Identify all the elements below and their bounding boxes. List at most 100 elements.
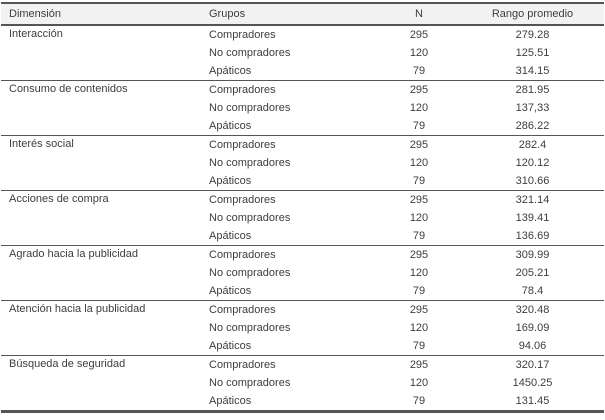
table-row: Apáticos 79 94.06 (1, 337, 604, 356)
n-cell: 79 (412, 285, 426, 297)
grupo-cell: No compradores (209, 267, 291, 279)
n-cell: 295 (377, 135, 461, 154)
n-cell: 120 (409, 322, 429, 334)
table-row: Interés social Compradores 295 282.4 (1, 135, 604, 191)
column-header-dimension: Dimensión (1, 2, 207, 26)
table-row: Interacción Compradores 295 279.28 (1, 24, 604, 81)
grupo-cell: Compradores (207, 245, 377, 264)
n-cell: 79 (412, 175, 426, 187)
n-cell: 295 (377, 80, 461, 99)
n-cell: 295 (377, 190, 461, 209)
table-header: Dimensión Grupos N Rango promedio (1, 2, 604, 26)
n-cell: 79 (412, 65, 426, 77)
table-body: Interacción Compradores 295 279.28 No compra… (1, 24, 604, 412)
table-row: Acciones de compra Compradores 295 321.14 (1, 190, 604, 246)
rango-cell: 125.51 (515, 47, 550, 59)
column-header-grupos: Grupos (207, 2, 377, 26)
table-row: Apáticos 79 310.66 (1, 172, 604, 191)
n-cell: 295 (377, 24, 461, 44)
grupo-cell: Compradores (207, 355, 377, 374)
grupo-cell: Apáticos (209, 230, 252, 242)
n-cell: 120 (409, 212, 429, 224)
dimension-cell: Búsqueda de seguridad (1, 355, 207, 412)
table-row: No compradores 120 1450.25 (1, 374, 604, 392)
table-row: Apáticos 79 78.4 (1, 282, 604, 301)
grupo-cell: Apáticos (209, 340, 252, 352)
rango-cell: 136.69 (515, 230, 550, 242)
grupo-cell: Compradores (207, 300, 377, 319)
grupo-cell: No compradores (209, 157, 291, 169)
n-cell: 79 (412, 340, 426, 352)
n-cell: 120 (409, 267, 429, 279)
rango-cell: 309.99 (461, 245, 604, 264)
grupo-cell: Apáticos (209, 285, 252, 297)
grupo-cell: Compradores (207, 80, 377, 99)
n-cell: 120 (409, 157, 429, 169)
grupo-cell: Apáticos (209, 175, 252, 187)
grupo-cell: Compradores (207, 190, 377, 209)
dimension-cell: Agrado hacia la publicidad (1, 245, 207, 301)
rango-cell: 137,33 (515, 102, 550, 114)
table-row: Agrado hacia la publicidad Compradores 295… (1, 245, 604, 301)
table-row: Búsqueda de seguridad Compradores 295 320.1… (1, 355, 604, 412)
table-row: No compradores 120 205.21 (1, 264, 604, 282)
table-row: No compradores 120 120.12 (1, 154, 604, 172)
grupo-cell: No compradores (209, 377, 291, 389)
dimension-cell: Consumo de contenidos (1, 80, 207, 136)
mean-rank-table: Dimensión Grupos N Rango promedio Intera… (1, 2, 604, 413)
n-cell: 79 (412, 230, 426, 242)
rango-cell: 314.15 (515, 65, 550, 77)
n-cell: 120 (409, 47, 429, 59)
grupo-cell: Compradores (207, 135, 377, 154)
grupo-cell: Apáticos (209, 395, 252, 407)
rango-cell: 282.4 (461, 135, 604, 154)
n-cell: 295 (377, 245, 461, 264)
table-row: No compradores 120 137,33 (1, 99, 604, 117)
rango-cell: 131.45 (515, 395, 550, 407)
rango-cell: 169.09 (515, 322, 550, 334)
table-row: Consumo de contenidos Compradores 295 281.9… (1, 80, 604, 136)
rango-cell: 310.66 (515, 175, 550, 187)
rango-cell: 139.41 (515, 212, 550, 224)
table-row: Apáticos 79 131.45 (1, 392, 604, 412)
grupo-cell: No compradores (209, 212, 291, 224)
rango-cell: 279.28 (461, 24, 604, 44)
grupo-cell: No compradores (209, 47, 291, 59)
table-row: Apáticos 79 136.69 (1, 227, 604, 246)
n-cell: 79 (412, 395, 426, 407)
rango-cell: 321.14 (461, 190, 604, 209)
rango-cell: 286.22 (515, 120, 550, 132)
grupo-cell: No compradores (209, 322, 291, 334)
grupo-cell: Apáticos (209, 120, 252, 132)
rango-cell: 320.17 (461, 355, 604, 374)
rango-cell: 94.06 (518, 340, 547, 352)
grupo-cell: Compradores (207, 24, 377, 44)
table-row: No compradores 120 169.09 (1, 319, 604, 337)
grupo-cell: Apáticos (209, 65, 252, 77)
n-cell: 79 (412, 120, 426, 132)
dimension-cell: Interés social (1, 135, 207, 191)
n-cell: 120 (409, 102, 429, 114)
table-row: No compradores 120 125.51 (1, 44, 604, 62)
rango-cell: 78.4 (521, 285, 544, 297)
table-row: Apáticos 79 286.22 (1, 117, 604, 136)
n-cell: 295 (377, 355, 461, 374)
header-row: Dimensión Grupos N Rango promedio (1, 2, 604, 26)
rango-cell: 205.21 (515, 267, 550, 279)
rango-cell: 281.95 (461, 80, 604, 99)
column-header-n: N (377, 2, 461, 26)
dimension-cell: Acciones de compra (1, 190, 207, 246)
dimension-cell: Interacción (1, 24, 207, 81)
rango-cell: 1450.25 (512, 377, 553, 389)
n-cell: 120 (409, 377, 429, 389)
n-cell: 295 (377, 300, 461, 319)
table-row: Apáticos 79 314.15 (1, 62, 604, 81)
dimension-cell: Atención hacia la publicidad (1, 300, 207, 356)
grupo-cell: No compradores (209, 102, 291, 114)
rango-cell: 120.12 (515, 157, 550, 169)
rango-cell: 320.48 (461, 300, 604, 319)
table-row: No compradores 120 139.41 (1, 209, 604, 227)
table-row: Atención hacia la publicidad Compradores 2… (1, 300, 604, 356)
column-header-rango: Rango promedio (461, 2, 604, 26)
